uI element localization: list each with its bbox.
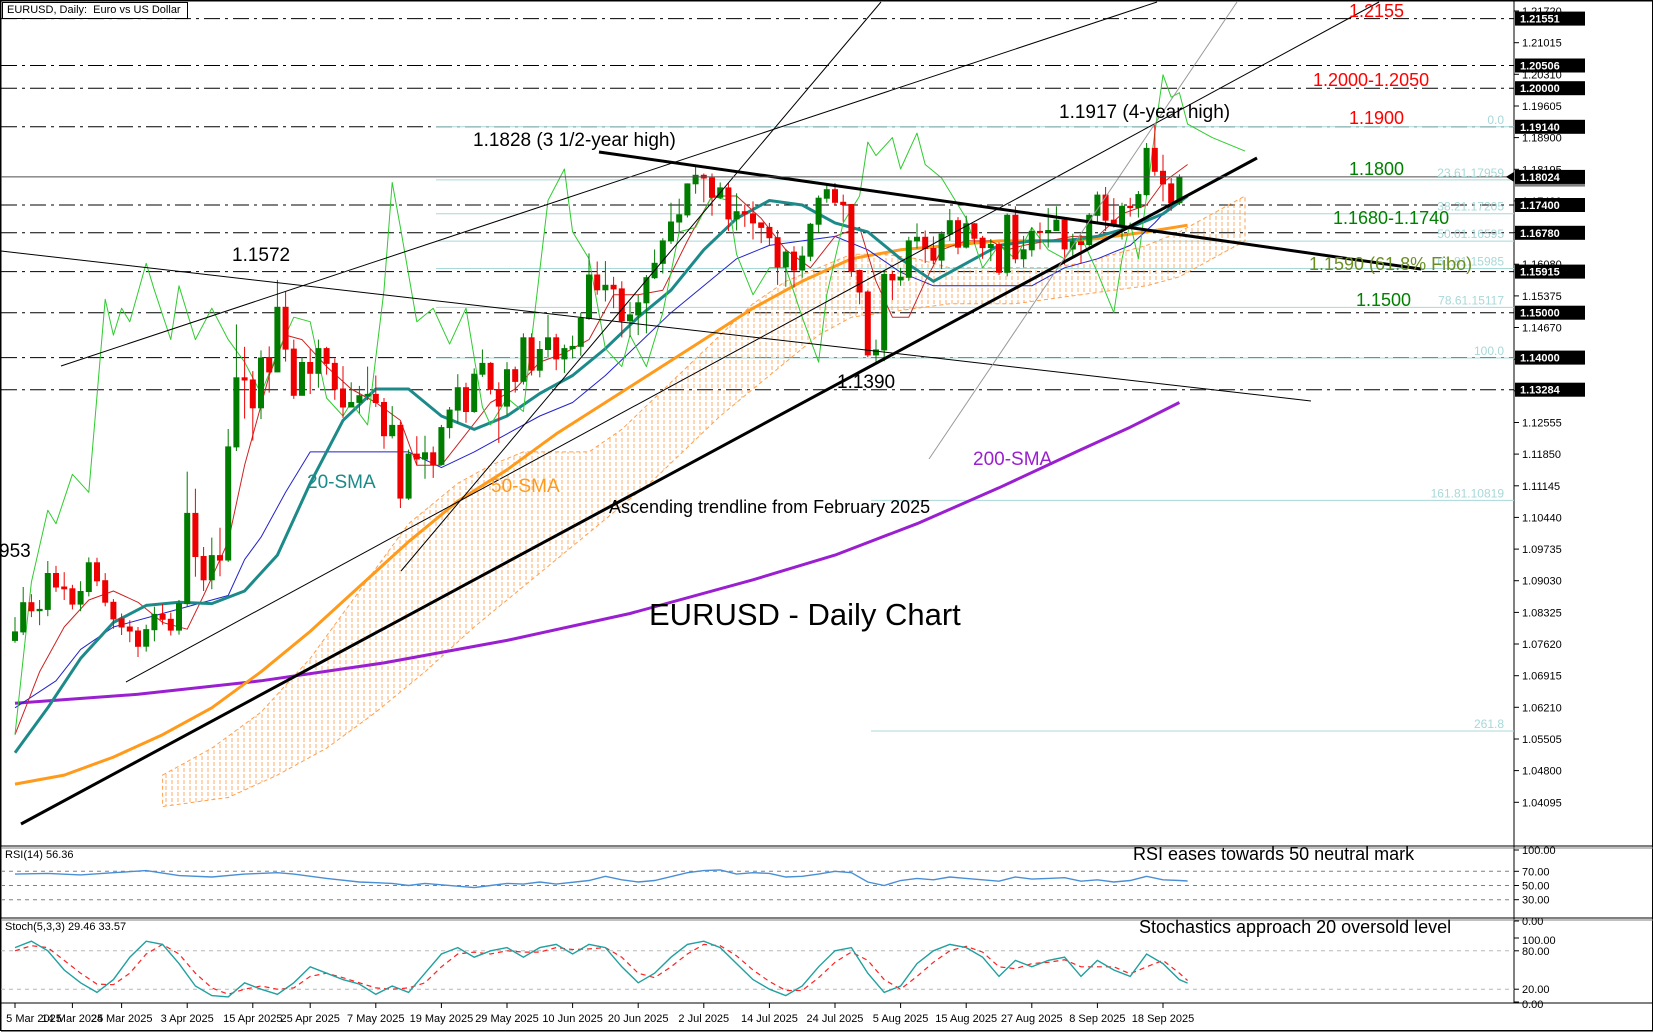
date-tick-label: 8 Sep 2025 [1069, 1013, 1125, 1025]
price-marker-arrow [1506, 171, 1514, 182]
sma200-line [14, 401, 1181, 705]
main-plot[interactable]: 0.0 23.61.17959 38.21.17205 50.01.16595 61.8… [1, 1, 1514, 826]
price-badge: 1.15915 [1520, 267, 1560, 279]
rsi-axis-label: 0.00 [1522, 916, 1543, 928]
fib-label: 100.0 [1474, 344, 1504, 358]
date-tick-label: 7 May 2025 [347, 1013, 404, 1025]
axis-tick-label: 1.08325 [1522, 607, 1562, 619]
axis-tick-label: 1.11850 [1522, 449, 1561, 461]
axis-tick-label: 1.21015 [1522, 38, 1562, 50]
rsi-axis-label: 100.00 [1522, 845, 1556, 857]
trendline[interactable] [60, 1, 1158, 367]
chart-window-title: EURUSD, Daily: Euro vs US Dollar [2, 2, 188, 19]
axis-tick-label: 1.04800 [1522, 766, 1562, 778]
axis-tick-label: 1.10440 [1522, 512, 1562, 524]
trendline[interactable] [20, 156, 1258, 826]
date-tick-label: 2 Jul 2025 [678, 1013, 729, 1025]
fib-label: 261.8 [1474, 717, 1504, 731]
rsi-indicator-label: RSI(14) 56.36 [5, 849, 74, 861]
stoch-axis-label: 100.00 [1522, 935, 1556, 947]
price-badge: 1.15000 [1520, 308, 1560, 320]
axis-tick-label: 1.06210 [1522, 702, 1562, 714]
axis-tick-label: 1.05505 [1522, 734, 1562, 746]
date-tick-label: 18 Sep 2025 [1132, 1013, 1194, 1025]
date-tick-label: 14 Mar 2025 [42, 1013, 104, 1025]
fib-label: 0.0 [1487, 113, 1504, 127]
rsi-axis-label: 50.00 [1522, 881, 1550, 893]
rsi-axis-label: 70.00 [1522, 866, 1550, 878]
date-tick-label: 19 May 2025 [410, 1013, 474, 1025]
axis-tick-label: 1.19605 [1522, 101, 1562, 113]
fib-label: 23.61.17959 [1437, 166, 1504, 180]
price-badge: 1.17400 [1520, 200, 1560, 212]
date-tick-label: 5 Aug 2025 [873, 1013, 929, 1025]
date-tick-label: 15 Apr 2025 [223, 1013, 282, 1025]
stoch-d-line [14, 943, 1188, 995]
stoch-axis-label: 20.00 [1522, 984, 1550, 996]
rsi-panel[interactable]: 100.00 70.00 50.00 30.00 0.00 [1, 845, 1556, 928]
axis-tick-label: 1.11145 [1522, 481, 1560, 493]
axis-tick-label: 1.07620 [1522, 639, 1562, 651]
date-tick-label: 14 Jul 2025 [741, 1013, 798, 1025]
stoch-axis-label: 0.00 [1522, 999, 1543, 1011]
date-tick-label: 25 Apr 2025 [281, 1013, 340, 1025]
price-axis[interactable]: 1.217201.210151.203101.196051.189001.181… [1506, 6, 1585, 809]
ichimoku-cloud [162, 195, 1246, 808]
fib-label: 61.81.15985 [1437, 255, 1504, 269]
stoch-axis-label: 80.00 [1522, 946, 1550, 958]
fib-label: 78.61.15117 [1438, 293, 1504, 307]
date-tick-label: 27 Aug 2025 [1001, 1013, 1063, 1025]
price-badge: 1.21551 [1520, 14, 1560, 26]
rsi-axis-label: 30.00 [1522, 895, 1550, 907]
trendline[interactable] [928, 1, 1238, 460]
date-tick-label: 24 Mar 2025 [91, 1013, 153, 1025]
axis-tick-label: 1.12555 [1522, 418, 1562, 430]
price-badge: 1.20506 [1520, 61, 1560, 73]
fib-label: 50.01.16595 [1437, 227, 1504, 241]
price-badge: 1.13284 [1520, 385, 1561, 397]
price-badge: 1.20000 [1520, 83, 1560, 95]
trendline[interactable] [125, 1, 1380, 683]
sma50-line [14, 223, 1188, 786]
price-badge: 1.19140 [1520, 122, 1560, 134]
axis-tick-label: 1.06915 [1522, 671, 1562, 683]
date-tick-label: 15 Aug 2025 [935, 1013, 997, 1025]
date-tick-label: 3 Apr 2025 [161, 1013, 214, 1025]
axis-tick-label: 1.15375 [1522, 291, 1562, 303]
axis-tick-label: 1.09735 [1522, 544, 1562, 556]
rsi-line [14, 869, 1188, 889]
axis-tick-label: 1.04095 [1522, 797, 1562, 809]
fib-label: 161.81.10819 [1431, 486, 1505, 500]
price-badge: 1.18024 [1520, 172, 1561, 184]
date-tick-label: 29 May 2025 [475, 1013, 539, 1025]
axis-tick-label: 1.18900 [1522, 133, 1562, 145]
trendline[interactable] [598, 150, 1422, 271]
price-badge: 1.16780 [1520, 228, 1560, 240]
axis-tick-label: 1.14670 [1522, 323, 1562, 335]
trendline[interactable] [1, 250, 1312, 402]
trendline[interactable] [400, 1, 882, 572]
axis-tick-label: 1.09030 [1522, 576, 1562, 588]
date-tick-label: 20 Jun 2025 [608, 1013, 669, 1025]
candlestick-series [12, 124, 1183, 657]
stoch-indicator-label: Stoch(5,3,3) 29.46 33.57 [5, 921, 127, 933]
stoch-k-line [14, 940, 1188, 998]
date-tick-label: 10 Jun 2025 [542, 1013, 603, 1025]
price-badge: 1.14000 [1520, 353, 1560, 365]
date-tick-label: 5 Mar 2025 [6, 1013, 62, 1025]
green_line-line [14, 74, 1246, 735]
date-tick-label: 24 Jul 2025 [807, 1013, 864, 1025]
fib-label: 38.21.17205 [1437, 200, 1504, 214]
